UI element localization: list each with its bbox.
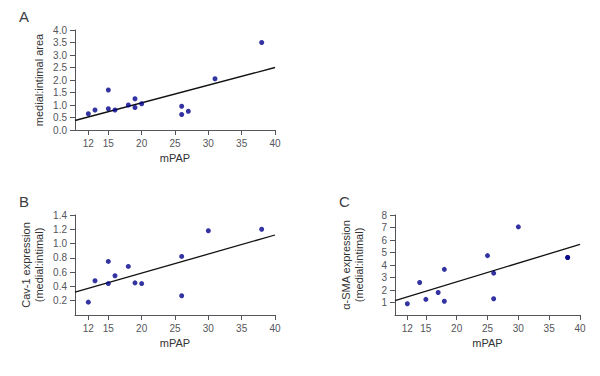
svg-text:12: 12: [83, 323, 95, 334]
svg-text:6: 6: [381, 235, 387, 246]
svg-text:25: 25: [169, 323, 181, 334]
svg-text:2.5: 2.5: [53, 62, 67, 73]
svg-text:0.4: 0.4: [53, 281, 67, 292]
svg-text:0.8: 0.8: [53, 252, 67, 263]
svg-text:35: 35: [544, 323, 556, 334]
svg-text:40: 40: [269, 138, 281, 149]
svg-text:4: 4: [381, 260, 387, 271]
svg-text:40: 40: [574, 323, 586, 334]
svg-text:15: 15: [103, 138, 115, 149]
svg-text:1.2: 1.2: [53, 224, 67, 235]
svg-text:α-SMA expression: α-SMA expression: [340, 220, 352, 310]
svg-text:35: 35: [236, 138, 248, 149]
svg-text:3.0: 3.0: [53, 50, 67, 61]
svg-text:15: 15: [420, 323, 432, 334]
svg-text:20: 20: [136, 138, 148, 149]
svg-text:B: B: [19, 193, 29, 210]
svg-text:2: 2: [381, 285, 387, 296]
svg-text:35: 35: [236, 323, 248, 334]
svg-text:(medial:intimal): (medial:intimal): [33, 228, 45, 303]
svg-text:30: 30: [203, 323, 215, 334]
svg-text:C: C: [339, 193, 350, 210]
svg-text:3: 3: [381, 272, 387, 283]
svg-text:7: 7: [381, 222, 387, 233]
svg-text:25: 25: [169, 138, 181, 149]
svg-text:Cav-1 expression: Cav-1 expression: [20, 222, 32, 308]
svg-text:12: 12: [83, 138, 95, 149]
svg-text:mPAP: mPAP: [160, 337, 190, 349]
svg-text:1: 1: [381, 297, 387, 308]
svg-text:20: 20: [451, 323, 463, 334]
svg-text:2.0: 2.0: [53, 75, 67, 86]
svg-text:medial:intimal area: medial:intimal area: [33, 33, 45, 126]
svg-text:15: 15: [103, 323, 115, 334]
svg-text:20: 20: [136, 323, 148, 334]
svg-text:1.5: 1.5: [53, 87, 67, 98]
svg-text:0.2: 0.2: [53, 295, 67, 306]
svg-text:25: 25: [482, 323, 494, 334]
svg-text:mPAP: mPAP: [160, 152, 190, 164]
svg-text:30: 30: [513, 323, 525, 334]
svg-text:40: 40: [269, 323, 281, 334]
svg-text:mPAP: mPAP: [472, 337, 502, 349]
svg-text:4.0: 4.0: [53, 25, 67, 36]
svg-text:1.4: 1.4: [53, 210, 67, 221]
svg-text:0.5: 0.5: [53, 112, 67, 123]
svg-text:5: 5: [381, 247, 387, 258]
svg-text:3.5: 3.5: [53, 37, 67, 48]
svg-text:0.6: 0.6: [53, 267, 67, 278]
svg-text:0.0: 0.0: [53, 125, 67, 136]
svg-text:12: 12: [402, 323, 414, 334]
svg-text:8: 8: [381, 210, 387, 221]
svg-text:A: A: [19, 8, 29, 25]
svg-text:(medial:intimal): (medial:intimal): [353, 228, 365, 303]
svg-text:1.0: 1.0: [53, 238, 67, 249]
svg-text:30: 30: [203, 138, 215, 149]
svg-text:1.0: 1.0: [53, 100, 67, 111]
